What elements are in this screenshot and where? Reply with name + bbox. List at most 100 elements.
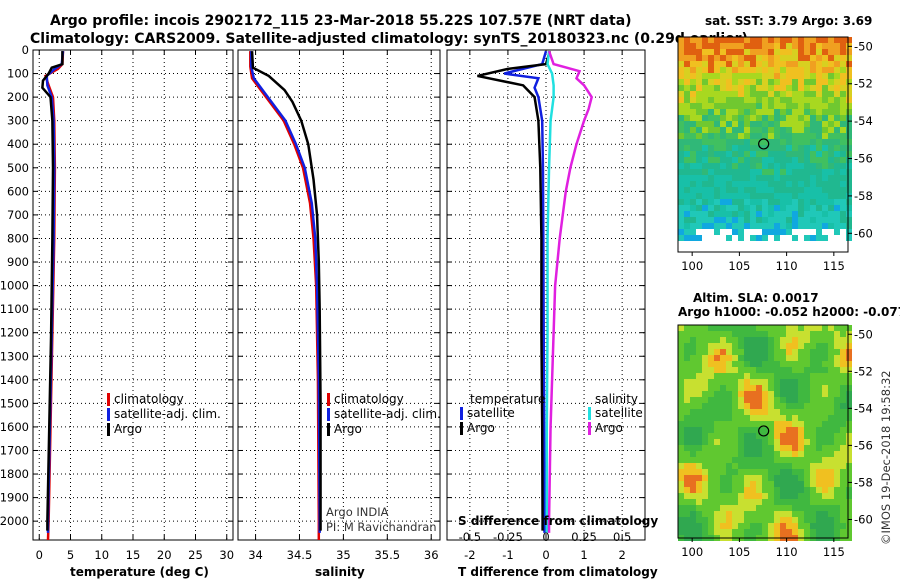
map-cell [834,349,840,355]
legend-entry: satellite-adj. clim. [334,407,441,421]
map-cell [714,373,720,379]
map-cell [720,217,726,223]
map-cell [726,121,732,127]
map-cell [714,511,720,517]
map-cell [726,73,732,79]
map-cell [810,175,816,181]
map-cell [798,139,804,145]
map-cell [822,103,828,109]
map-cell [684,505,690,511]
map-cell [792,109,798,115]
map-cell [696,325,702,331]
map-cell [816,223,822,229]
sla-map-panel: 100 105 110 115-50-52-54-56-58-60 [677,324,873,559]
map-cell [708,469,714,475]
map-cell [828,163,834,169]
map-cell [792,121,798,127]
map-cell [786,499,792,505]
map-cell [828,223,834,229]
map-cell [768,223,774,229]
map-cell [792,427,798,433]
map-cell [810,211,816,217]
map-cell [804,517,810,523]
map-cell [756,421,762,427]
map-cell [684,457,690,463]
map-cell [684,403,690,409]
map-cell [834,391,840,397]
map-cell [786,517,792,523]
map-cell [720,331,726,337]
map-cell [834,37,840,43]
map-cell [846,409,852,415]
map-cell [678,487,684,493]
map-cell [786,211,792,217]
map-cell [726,115,732,121]
map-cell [696,361,702,367]
map-cell [816,421,822,427]
map-cell [798,151,804,157]
map-cell [786,511,792,517]
map-cell [762,445,768,451]
map-cell [780,79,786,85]
map-cell [756,181,762,187]
map-cell [678,391,684,397]
map-x-tick-label: 110 [776,545,798,559]
map-cell [702,403,708,409]
map-cell [780,493,786,499]
map-cell [804,403,810,409]
map-cell [678,421,684,427]
map-cell [744,37,750,43]
map-cell [732,121,738,127]
map-cell [774,439,780,445]
map-cell [768,511,774,517]
map-x-tick-label: 115 [823,545,845,559]
x-tick-label: 36 [424,548,439,562]
map-cell [774,457,780,463]
map-cell [696,427,702,433]
map-cell [732,367,738,373]
map-cell [726,433,732,439]
map-cell [834,61,840,67]
map-cell [720,511,726,517]
map-cell [774,523,780,529]
map-cell [816,391,822,397]
map-cell [690,409,696,415]
map-cell [690,415,696,421]
map-cell [678,361,684,367]
map-cell [738,73,744,79]
map-cell [690,445,696,451]
map-cell [828,361,834,367]
map-cell [774,151,780,157]
map-cell [750,433,756,439]
map-cell [768,493,774,499]
map-cell [792,367,798,373]
map-cell [846,115,852,121]
map-cell [846,151,852,157]
map-cell [756,355,762,361]
map-cell [684,133,690,139]
map-cell [834,385,840,391]
map-cell [690,487,696,493]
map-cell [846,181,852,187]
map-cell [834,121,840,127]
map-cell [744,361,750,367]
map-cell [810,61,816,67]
map-cell [780,469,786,475]
map-cell [798,445,804,451]
map-cell [798,385,804,391]
map-cell [762,79,768,85]
map-cell [744,61,750,67]
map-cell [768,109,774,115]
map-cell [726,49,732,55]
map-cell [798,217,804,223]
map-cell [696,211,702,217]
map-cell [744,199,750,205]
map-cell [798,511,804,517]
map-cell [708,181,714,187]
map-cell [840,103,846,109]
map-cell [828,421,834,427]
map-cell [744,211,750,217]
map-cell [696,481,702,487]
map-cell [816,145,822,151]
map-cell [804,433,810,439]
